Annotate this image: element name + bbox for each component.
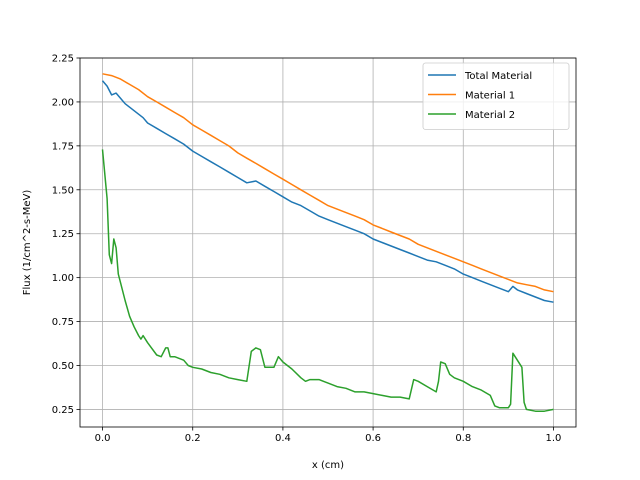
legend: Total Material Material 1 Material 2 (422, 62, 570, 130)
y-tick-label: 2.25 (52, 54, 74, 65)
x-tick-label: 0.6 (365, 433, 381, 444)
y-axis-label: Flux (1/cm^2-s-MeV) (22, 190, 33, 296)
y-tick-label: 1.75 (52, 141, 74, 152)
plot-frame (79, 57, 577, 428)
legend-label: Material 2 (465, 110, 515, 121)
y-tick-label: 1.00 (52, 273, 74, 284)
legend-label: Material 1 (465, 91, 515, 102)
legend-box (422, 62, 570, 130)
x-tick-label: 0.2 (185, 433, 201, 444)
legend-label: Total Material (464, 71, 532, 82)
x-tick-label: 1.0 (546, 433, 562, 444)
series-line-2 (102, 73, 554, 293)
y-tick-label: 0.50 (52, 361, 74, 372)
y-tick-label: 0.25 (52, 405, 74, 416)
x-tick-label: 0.0 (95, 433, 111, 444)
y-tick-label: 1.25 (52, 229, 74, 240)
series-layer (101, 73, 554, 412)
y-tick-label: 0.75 (52, 317, 74, 328)
tick-layer: 0.0 0.2 0.4 0.6 0.8 1.0 0.25 0.50 0.75 1.00 1.25 1.… (52, 54, 562, 445)
y-tick-label: 2.00 (52, 97, 74, 108)
series-line-1 (101, 80, 554, 303)
x-axis-label: x (cm) (312, 460, 344, 471)
series-line-3 (101, 149, 554, 412)
x-tick-label: 0.4 (275, 433, 291, 444)
y-tick-label: 1.50 (52, 185, 74, 196)
x-tick-label: 0.8 (455, 433, 471, 444)
